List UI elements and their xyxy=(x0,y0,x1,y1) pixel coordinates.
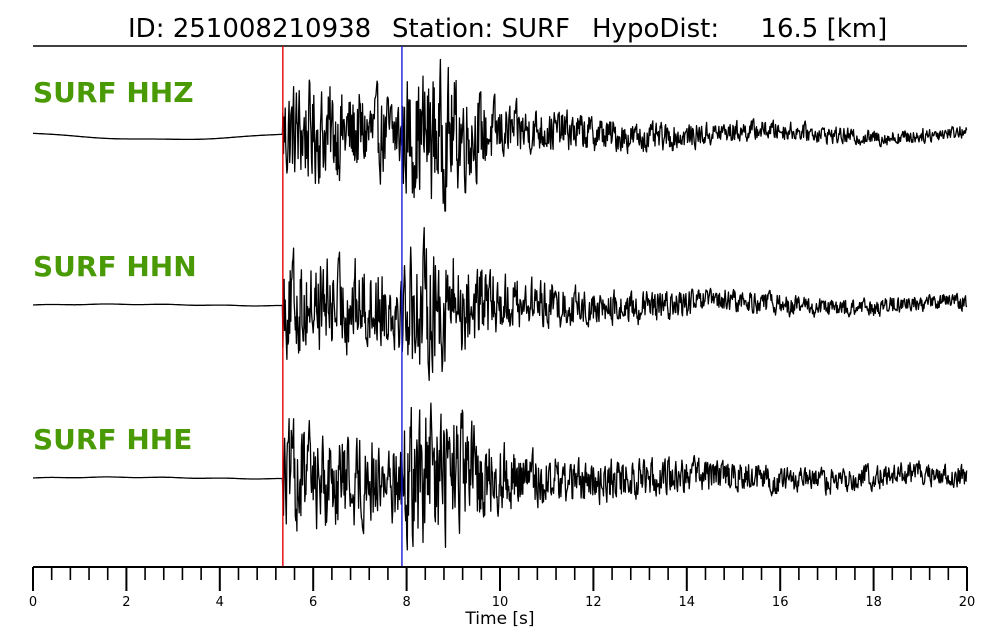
x-tick-label: 10 xyxy=(492,595,509,610)
x-tick-label: 12 xyxy=(585,595,602,610)
hypodist-text: HypoDist: 16.5 [km] xyxy=(592,14,887,44)
x-tick-label: 18 xyxy=(865,595,882,610)
x-tick-label: 16 xyxy=(772,595,789,610)
event-id-text: ID: 251008210938 xyxy=(128,14,371,44)
x-tick-label: 0 xyxy=(29,595,37,610)
channel-labels: SURF HHZ SURF HHN SURF HHE xyxy=(33,76,197,456)
channel-label-surf-hhz: SURF HHZ xyxy=(33,76,194,109)
station-text: Station: SURF xyxy=(392,14,570,44)
channel-label-surf-hhe: SURF HHE xyxy=(33,423,192,456)
phase-picks xyxy=(282,46,403,567)
trace-group xyxy=(32,58,968,551)
trace-surf-hhn xyxy=(32,227,968,381)
x-tick-label: 2 xyxy=(122,595,130,610)
x-tick-label: 6 xyxy=(309,595,317,610)
time-axis: 0 2 4 6 8 10 12 14 16 18 20 xyxy=(29,566,976,610)
chart-title: ID: 251008210938 Station: SURF HypoDist:… xyxy=(128,14,887,44)
x-tick-label: 4 xyxy=(216,595,224,610)
channel-label-surf-hhn: SURF HHN xyxy=(33,250,197,283)
trace-surf-hhz xyxy=(32,58,968,212)
x-tick-label: 20 xyxy=(959,595,976,610)
x-tick-label: 8 xyxy=(402,595,410,610)
x-tick-label: 14 xyxy=(679,595,696,610)
trace-surf-hhe xyxy=(32,402,968,551)
x-axis-label: Time [s] xyxy=(464,609,534,629)
